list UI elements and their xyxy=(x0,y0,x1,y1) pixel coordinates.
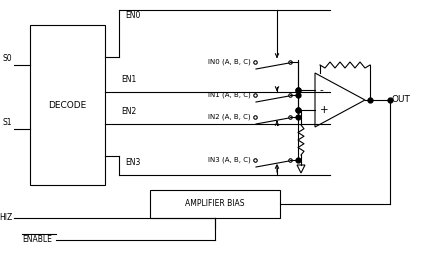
Text: S0: S0 xyxy=(2,54,12,63)
Text: S1: S1 xyxy=(3,118,12,127)
Text: IN0 (A, B, C): IN0 (A, B, C) xyxy=(208,59,251,65)
Text: IN1 (A, B, C): IN1 (A, B, C) xyxy=(208,92,251,98)
Text: EN0: EN0 xyxy=(125,11,140,20)
Text: EN3: EN3 xyxy=(125,158,140,167)
Text: HIZ: HIZ xyxy=(0,214,12,223)
Text: EN1: EN1 xyxy=(121,75,136,84)
Polygon shape xyxy=(315,73,365,127)
Text: ENABLE: ENABLE xyxy=(22,235,52,244)
Bar xyxy=(150,190,280,218)
Bar xyxy=(30,25,105,185)
Text: IN2 (A, B, C): IN2 (A, B, C) xyxy=(208,114,251,120)
Text: +: + xyxy=(320,105,329,115)
Text: AMPLIFIER BIAS: AMPLIFIER BIAS xyxy=(185,200,245,209)
Text: OUT: OUT xyxy=(392,96,411,105)
Text: EN2: EN2 xyxy=(121,107,136,116)
Polygon shape xyxy=(297,165,305,173)
Text: IN3 (A, B, C): IN3 (A, B, C) xyxy=(208,157,251,163)
Text: DECODE: DECODE xyxy=(48,101,87,110)
Text: -: - xyxy=(320,85,324,95)
